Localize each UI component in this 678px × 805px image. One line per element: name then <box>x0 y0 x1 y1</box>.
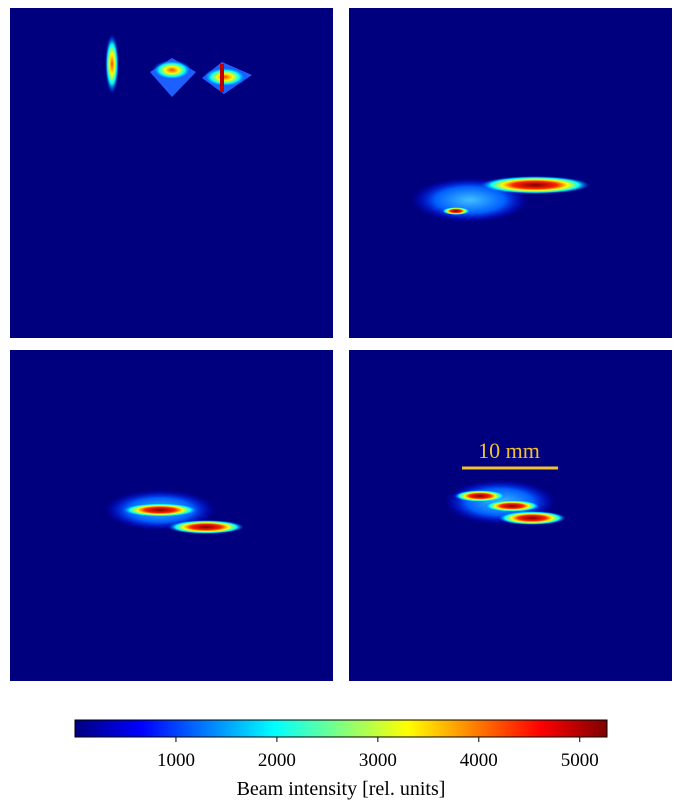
panel-1 <box>10 8 333 338</box>
colorbar-tick-label: 1000 <box>157 750 195 771</box>
colorbar-tick-label: 3000 <box>359 750 397 771</box>
scale-bar-label: 10 mm <box>478 438 540 463</box>
colorbar <box>74 719 608 738</box>
colorbar-label: Beam intensity [rel. units] <box>237 778 446 800</box>
panel-2 <box>349 8 672 338</box>
colorbar-tick-label: 5000 <box>561 750 599 771</box>
colorbar-tick-label: 4000 <box>460 750 498 771</box>
panel-4 <box>349 350 672 681</box>
colorbar-tick-label: 2000 <box>258 750 296 771</box>
panel-3 <box>10 350 333 681</box>
